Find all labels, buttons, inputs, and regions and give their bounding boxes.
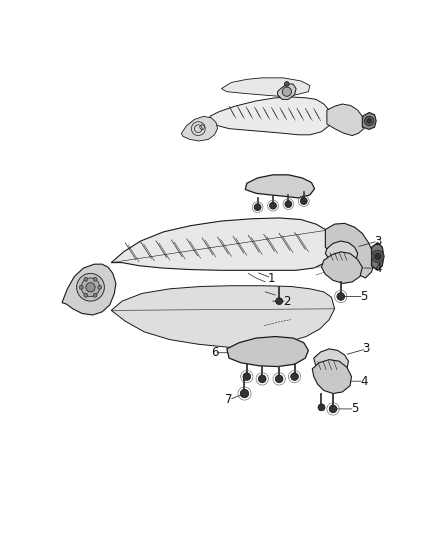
Circle shape (243, 373, 251, 381)
Circle shape (285, 200, 292, 207)
Text: 7: 7 (225, 393, 233, 406)
Circle shape (98, 285, 102, 289)
Polygon shape (181, 116, 218, 141)
Polygon shape (62, 264, 116, 315)
Circle shape (318, 404, 325, 411)
Circle shape (329, 405, 337, 413)
Circle shape (364, 116, 374, 126)
Circle shape (276, 297, 283, 304)
Polygon shape (327, 104, 365, 135)
Polygon shape (325, 223, 374, 278)
Circle shape (276, 375, 283, 383)
Polygon shape (371, 243, 384, 270)
Polygon shape (325, 241, 358, 265)
Polygon shape (111, 218, 336, 270)
Text: 3: 3 (374, 235, 381, 247)
Polygon shape (111, 286, 335, 348)
Circle shape (240, 389, 249, 398)
Circle shape (337, 293, 345, 301)
Polygon shape (221, 78, 310, 96)
Polygon shape (312, 360, 352, 393)
Polygon shape (210, 97, 333, 135)
Text: 2: 2 (283, 295, 290, 308)
Polygon shape (245, 175, 314, 198)
Polygon shape (278, 84, 296, 99)
Text: 5: 5 (351, 402, 358, 415)
Text: 4: 4 (360, 375, 367, 387)
Polygon shape (314, 349, 349, 377)
Polygon shape (227, 336, 308, 367)
Text: 6: 6 (211, 346, 218, 359)
Polygon shape (321, 252, 362, 284)
Text: 1: 1 (268, 271, 275, 285)
Circle shape (254, 204, 261, 211)
Circle shape (371, 251, 384, 263)
Circle shape (367, 119, 371, 123)
Circle shape (93, 277, 97, 281)
Circle shape (84, 293, 88, 297)
Circle shape (269, 202, 276, 209)
Circle shape (258, 375, 266, 383)
Circle shape (84, 277, 88, 281)
Circle shape (93, 293, 97, 297)
Text: 5: 5 (360, 290, 367, 303)
Circle shape (374, 253, 381, 260)
Text: 3: 3 (363, 342, 370, 356)
Circle shape (282, 87, 291, 96)
Polygon shape (362, 112, 376, 130)
Text: 4: 4 (374, 262, 381, 274)
Circle shape (79, 285, 83, 289)
Circle shape (86, 282, 95, 292)
Circle shape (77, 273, 104, 301)
Circle shape (300, 198, 307, 205)
Circle shape (285, 82, 289, 86)
Circle shape (81, 278, 100, 296)
Circle shape (291, 373, 298, 381)
